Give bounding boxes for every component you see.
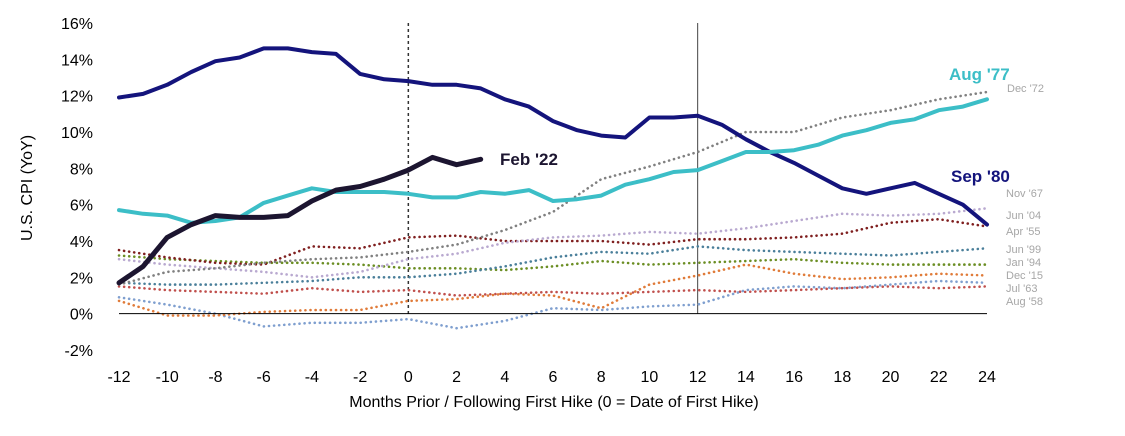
x-tick-label: 24: [978, 369, 996, 386]
series-apr-55: [117, 217, 989, 266]
series-labels: Feb '22 Aug '77 Sep '80 Dec '72 Nov '67 …: [500, 65, 1044, 308]
x-tick-label: -2: [353, 369, 367, 386]
x-tick-label: -6: [257, 369, 271, 386]
series-lines: [116, 46, 989, 330]
label-aug77: Aug '77: [949, 65, 1010, 84]
x-tick-label: 8: [597, 369, 606, 386]
label-jul63: Jul '63: [1006, 283, 1037, 295]
label-apr55: Apr '55: [1006, 226, 1041, 238]
label-jun04: Jun '04: [1006, 210, 1041, 222]
label-jun99: Jun '99: [1006, 244, 1041, 256]
y-tick-label: -2%: [65, 343, 93, 360]
series-jun-04: [117, 207, 989, 279]
x-tick-label: -10: [156, 369, 179, 386]
x-tick-label: -12: [107, 369, 130, 386]
series-feb-22: [116, 154, 484, 286]
x-axis-ticks: -12 -10 -8 -6 -4 -2 0 2 4 6 8 10 12 14 16 18 20 22 24: [107, 369, 996, 386]
y-tick-label: 16%: [61, 16, 93, 33]
y-tick-label: 6%: [70, 198, 93, 215]
x-tick-label: 0: [404, 369, 413, 386]
x-tick-label: 18: [833, 369, 851, 386]
x-tick-label: 22: [930, 369, 948, 386]
x-tick-label: 2: [452, 369, 461, 386]
x-tick-label: 4: [500, 369, 509, 386]
y-tick-label: 10%: [61, 125, 93, 142]
x-tick-label: -4: [305, 369, 319, 386]
label-dec15: Dec '15: [1006, 270, 1043, 282]
label-dec72: Dec '72: [1007, 83, 1044, 95]
label-jan94: Jan '94: [1006, 257, 1041, 269]
series-sep-80: [117, 46, 989, 227]
x-tick-label: 6: [549, 369, 558, 386]
x-tick-label: 20: [882, 369, 900, 386]
x-axis-title: Months Prior / Following First Hike (0 =…: [349, 394, 758, 411]
label-aug58: Aug '58: [1006, 296, 1043, 308]
label-nov67: Nov '67: [1006, 188, 1043, 200]
series-nov-67: [117, 90, 989, 286]
y-axis-ticks: -2% 0% 2% 4% 6% 8% 10% 12% 14% 16%: [61, 16, 93, 360]
y-tick-label: 8%: [70, 161, 93, 178]
label-feb22: Feb '22: [500, 150, 558, 169]
series-aug-77: [117, 97, 989, 225]
x-tick-label: 12: [689, 369, 707, 386]
series-dec-15: [117, 263, 989, 317]
series-jan-94: [117, 254, 989, 272]
y-tick-label: 12%: [61, 89, 93, 106]
x-tick-label: 10: [641, 369, 659, 386]
x-tick-label: 14: [737, 369, 755, 386]
y-tick-label: 0%: [70, 307, 93, 324]
x-tick-label: 16: [785, 369, 803, 386]
y-tick-label: 14%: [61, 52, 93, 69]
y-tick-label: 4%: [70, 234, 93, 251]
series-jul-63: [117, 285, 989, 297]
x-tick-label: -8: [208, 369, 222, 386]
label-sep80: Sep '80: [951, 167, 1010, 186]
y-axis-title: U.S. CPI (YoY): [19, 135, 36, 241]
series-aug-58: [117, 279, 989, 330]
y-tick-label: 2%: [70, 270, 93, 287]
